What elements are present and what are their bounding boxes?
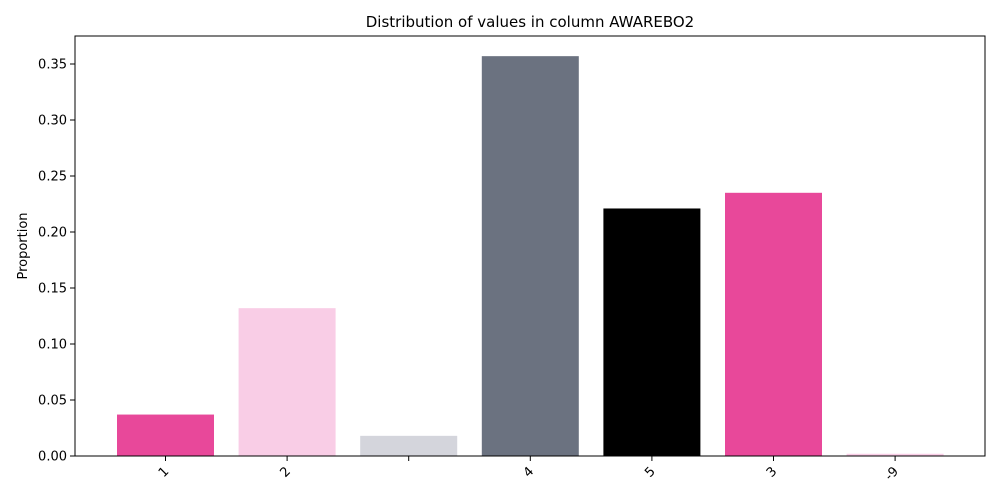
x-axis: 1 2 4 5 3 -9 bbox=[156, 456, 902, 484]
y-tick-label: 0.20 bbox=[38, 226, 67, 241]
chart-title: Distribution of values in column AWAREBO… bbox=[366, 13, 694, 31]
y-tick-label: 0.00 bbox=[38, 450, 67, 465]
bar-3 bbox=[725, 192, 822, 457]
bar-1 bbox=[117, 414, 214, 456]
x-tick-label: 5 bbox=[642, 464, 658, 480]
x-tick-label: 1 bbox=[156, 464, 172, 480]
x-tick-label: 4 bbox=[521, 464, 537, 480]
bar-blank bbox=[360, 435, 458, 456]
y-axis: 0.00 0.05 0.10 0.15 0.20 0.25 0.30 0.35 bbox=[38, 58, 75, 465]
bar-2 bbox=[238, 308, 336, 456]
y-tick-label: 0.35 bbox=[38, 58, 67, 73]
bar-5 bbox=[603, 208, 701, 456]
bar--9 bbox=[846, 453, 944, 456]
y-tick-label: 0.30 bbox=[38, 114, 67, 129]
x-tick-label: -9 bbox=[882, 464, 902, 484]
y-tick-label: 0.25 bbox=[38, 170, 67, 185]
bars-group bbox=[117, 56, 944, 457]
y-axis-label: Proportion bbox=[16, 212, 31, 279]
y-tick-label: 0.15 bbox=[38, 282, 67, 297]
y-tick-label: 0.10 bbox=[38, 338, 67, 353]
x-tick-label: 2 bbox=[277, 464, 293, 480]
bar-4 bbox=[481, 56, 579, 456]
plot-frame bbox=[74, 35, 986, 457]
y-tick-label: 0.05 bbox=[38, 394, 67, 409]
x-tick-label: 3 bbox=[764, 464, 780, 480]
